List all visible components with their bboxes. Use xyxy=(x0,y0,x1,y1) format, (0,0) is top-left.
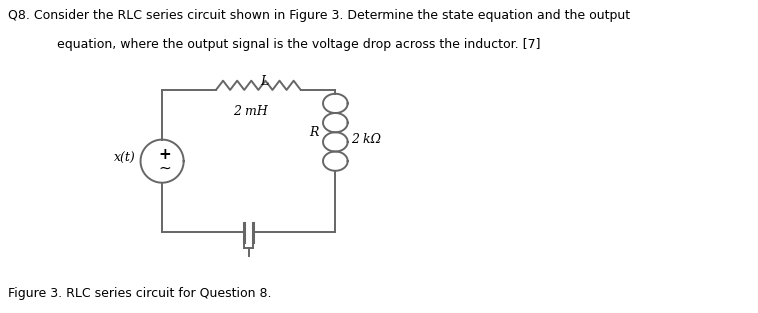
Text: x(t): x(t) xyxy=(114,152,136,165)
Text: 2 mH: 2 mH xyxy=(233,105,268,118)
Text: 2 kΩ: 2 kΩ xyxy=(351,133,381,146)
Text: ∼: ∼ xyxy=(158,161,171,176)
Text: +: + xyxy=(158,147,171,162)
Text: L: L xyxy=(261,75,268,88)
Text: equation, where the output signal is the voltage drop across the inductor. [7]: equation, where the output signal is the… xyxy=(57,38,540,51)
Text: Q8. Consider the RLC series circuit shown in Figure 3. Determine the state equat: Q8. Consider the RLC series circuit show… xyxy=(8,9,630,23)
Text: R: R xyxy=(309,126,318,139)
Text: Figure 3. RLC series circuit for Question 8.: Figure 3. RLC series circuit for Questio… xyxy=(8,287,271,300)
